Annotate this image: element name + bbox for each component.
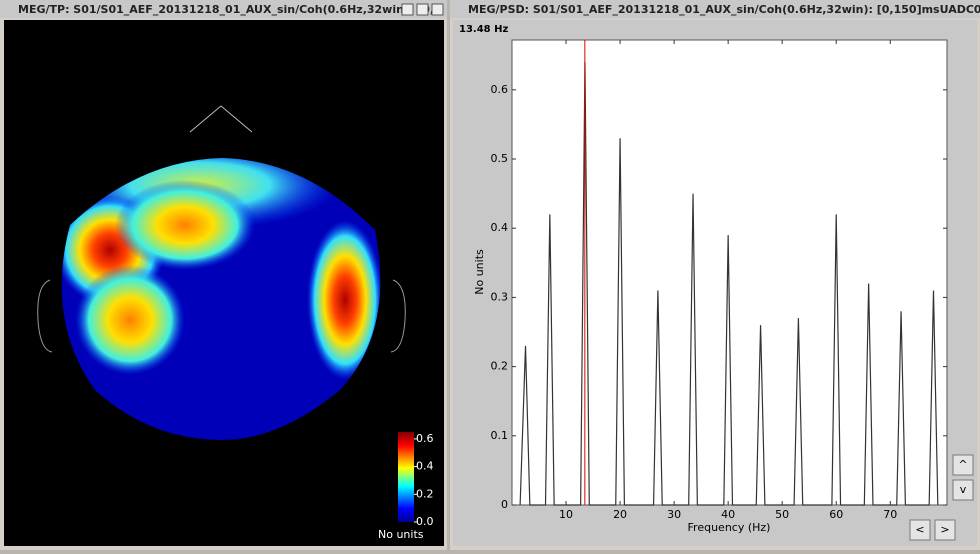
ear [37, 279, 53, 353]
window-title: MEG/PSD: S01/S01_AEF_20131218_01_AUX_sin… [468, 3, 980, 16]
button-label[interactable]: ^ [958, 458, 967, 471]
cursor-label: 13.48 Hz [459, 24, 508, 35]
y-tick-label: 0.4 [491, 221, 509, 234]
ear [390, 279, 406, 353]
x-tick-label: 30 [667, 508, 681, 521]
y-tick-label: 0.2 [491, 360, 509, 373]
button-label[interactable]: v [960, 483, 967, 496]
x-tick-label: 40 [721, 508, 735, 521]
x-tick-label: 60 [829, 508, 843, 521]
y-tick-label: 0.6 [491, 83, 509, 96]
colorbar-label: No units [378, 528, 424, 541]
title-bar[interactable] [0, 0, 447, 18]
y-tick-label: 0.1 [491, 429, 509, 442]
topography [61, 158, 381, 440]
colorbar [398, 432, 414, 522]
y-tick-label: 0.5 [491, 152, 509, 165]
x-axis-label: Frequency (Hz) [688, 521, 771, 534]
spectrum-line [519, 62, 939, 506]
x-tick-label: 70 [883, 508, 897, 521]
colorbar-tick-label: 0.6 [416, 432, 434, 445]
x-tick-label: 50 [775, 508, 789, 521]
x-tick-label: 20 [613, 508, 627, 521]
button[interactable] [909, 519, 931, 541]
button[interactable] [952, 454, 974, 476]
button[interactable] [952, 479, 974, 501]
colorbar-tick-label: 0.0 [416, 515, 434, 528]
window-controls[interactable] [401, 3, 444, 16]
x-tick-label: 10 [559, 508, 573, 521]
colorbar-tick-label: 0.4 [416, 460, 434, 473]
colorbar-tick-label: 0.2 [416, 487, 434, 500]
title-bar[interactable] [450, 0, 980, 18]
nose [189, 105, 253, 133]
button[interactable] [934, 519, 956, 541]
y-tick-label: 0 [501, 498, 508, 511]
y-tick-label: 0.3 [491, 290, 509, 303]
button-label[interactable]: > [940, 523, 949, 536]
y-axis-label: No units [473, 249, 486, 295]
window-title: MEG/TP: S01/S01_AEF_20131218_01_AUX_sin/… [18, 3, 442, 16]
button-label[interactable]: < [915, 523, 924, 536]
plot-area [511, 39, 948, 506]
